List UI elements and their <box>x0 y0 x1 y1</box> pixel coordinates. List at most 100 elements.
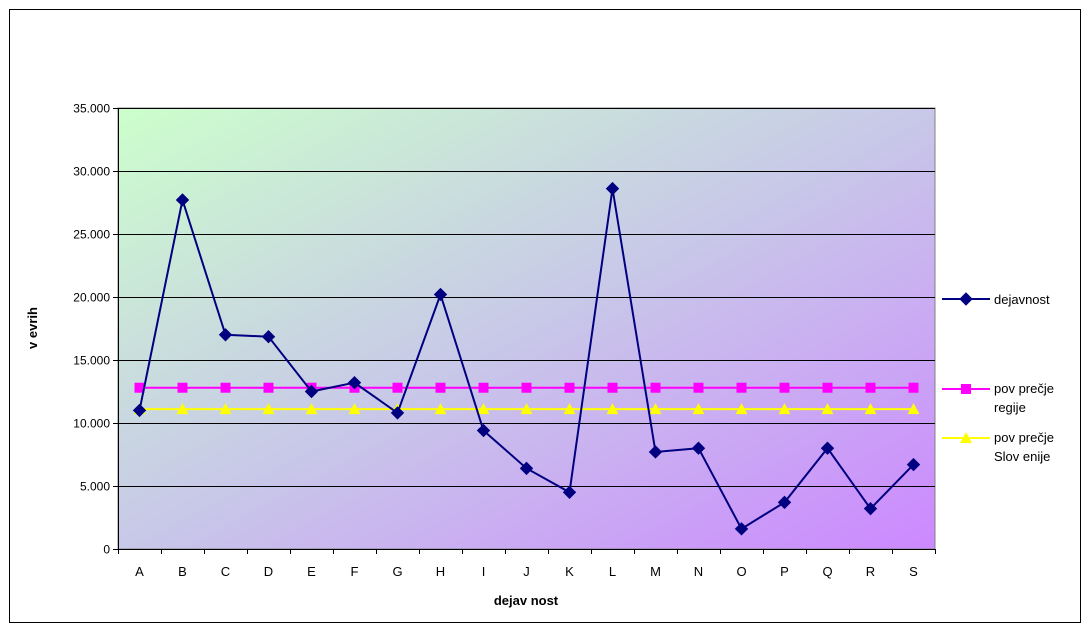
data-point <box>564 382 575 393</box>
data-point <box>734 522 749 536</box>
data-point <box>304 384 319 399</box>
data-point <box>692 403 705 415</box>
x-tick-label: L <box>609 564 616 579</box>
data-point <box>478 382 489 393</box>
data-point <box>777 495 792 510</box>
data-point <box>563 403 576 415</box>
y-tick-label: 25.000 <box>73 228 110 242</box>
y-tick-label: 5.000 <box>80 480 110 494</box>
series-povprecje-regije <box>134 382 919 393</box>
x-tick-label: K <box>565 564 574 579</box>
legend-label: regije <box>994 400 1026 415</box>
data-point <box>736 382 747 393</box>
data-point <box>262 403 275 415</box>
data-point <box>390 406 405 420</box>
data-point <box>261 329 276 344</box>
data-point <box>392 382 403 393</box>
x-tick-label: H <box>436 564 445 579</box>
legend-label: Slov enije <box>994 449 1050 464</box>
data-point <box>134 382 145 393</box>
legend-item: dejavnost <box>942 292 1050 307</box>
legend-label: pov prečje <box>994 430 1054 445</box>
data-point <box>519 461 534 476</box>
data-point <box>605 181 620 196</box>
legend-marker <box>960 432 972 443</box>
labels-group: dejav nost v evrih <box>25 307 559 608</box>
data-point <box>908 382 919 393</box>
data-point <box>820 441 835 455</box>
x-tick-label: O <box>736 564 746 579</box>
y-tick-label: 30.000 <box>73 165 110 179</box>
y-tick-label: 35.000 <box>73 102 110 116</box>
x-tick-label: F <box>351 564 359 579</box>
legend-marker <box>961 384 971 394</box>
x-tick-label: R <box>866 564 875 579</box>
data-point <box>521 382 532 393</box>
data-point <box>607 382 618 393</box>
legend-label: pov prečje <box>994 381 1054 396</box>
data-point <box>220 382 231 393</box>
data-point <box>693 382 704 393</box>
data-point <box>864 403 877 415</box>
data-point <box>176 403 189 415</box>
data-point <box>435 382 446 393</box>
data-point <box>906 457 921 472</box>
data-point <box>218 328 233 342</box>
data-point <box>691 441 706 455</box>
data-point <box>520 403 533 415</box>
data-point <box>606 403 619 415</box>
x-tick-label: N <box>694 564 703 579</box>
x-tick-label: Q <box>822 564 832 579</box>
x-tick-label: S <box>909 564 918 579</box>
data-point <box>562 485 577 500</box>
data-point <box>175 193 190 207</box>
x-tick-label: A <box>135 564 144 579</box>
x-tick-label: J <box>523 564 530 579</box>
y-tick-label: 0 <box>103 543 110 557</box>
x-tick-label: P <box>780 564 789 579</box>
data-point <box>132 403 147 418</box>
data-point <box>650 382 661 393</box>
data-point <box>177 382 188 393</box>
x-tick-label: C <box>221 564 230 579</box>
legend-item: pov prečje Slov enije <box>942 430 1054 464</box>
x-tick-label: B <box>178 564 187 579</box>
x-tick-label: M <box>650 564 661 579</box>
data-point <box>865 382 876 393</box>
series-group <box>132 181 921 536</box>
data-point <box>778 403 791 415</box>
x-tick-label: E <box>307 564 316 579</box>
data-point <box>779 382 790 393</box>
legend-item: pov prečje regije <box>942 381 1054 415</box>
data-point <box>434 403 447 415</box>
legend: dejavnost pov prečje regije pov prečje Slov … <box>942 292 1054 464</box>
axes: 0 5.000 10.000 15.000 20.000 25.000 30.000 35.0… <box>73 102 936 579</box>
data-point <box>863 501 878 516</box>
data-point <box>348 403 361 415</box>
x-axis-title: dejav nost <box>494 593 559 608</box>
data-point <box>735 403 748 415</box>
data-point <box>219 403 232 415</box>
x-tick-label: G <box>392 564 402 579</box>
y-tick-label: 15.000 <box>73 354 110 368</box>
y-tick-label: 20.000 <box>73 291 110 305</box>
data-point <box>476 423 491 438</box>
legend-marker <box>959 292 973 306</box>
data-point <box>477 403 490 415</box>
y-tick-label: 10.000 <box>73 417 110 431</box>
data-point <box>263 382 274 393</box>
legend-label: dejavnost <box>994 292 1050 307</box>
data-point <box>907 403 920 415</box>
data-point <box>821 403 834 415</box>
plot-area <box>117 107 936 550</box>
series-dejavnost <box>132 181 921 536</box>
data-point <box>305 403 318 415</box>
x-tick-label: D <box>264 564 273 579</box>
y-axis-title: v evrih <box>25 307 40 349</box>
data-point <box>433 287 448 302</box>
data-point <box>347 375 362 390</box>
grid-lines <box>118 108 935 487</box>
data-point <box>822 382 833 393</box>
